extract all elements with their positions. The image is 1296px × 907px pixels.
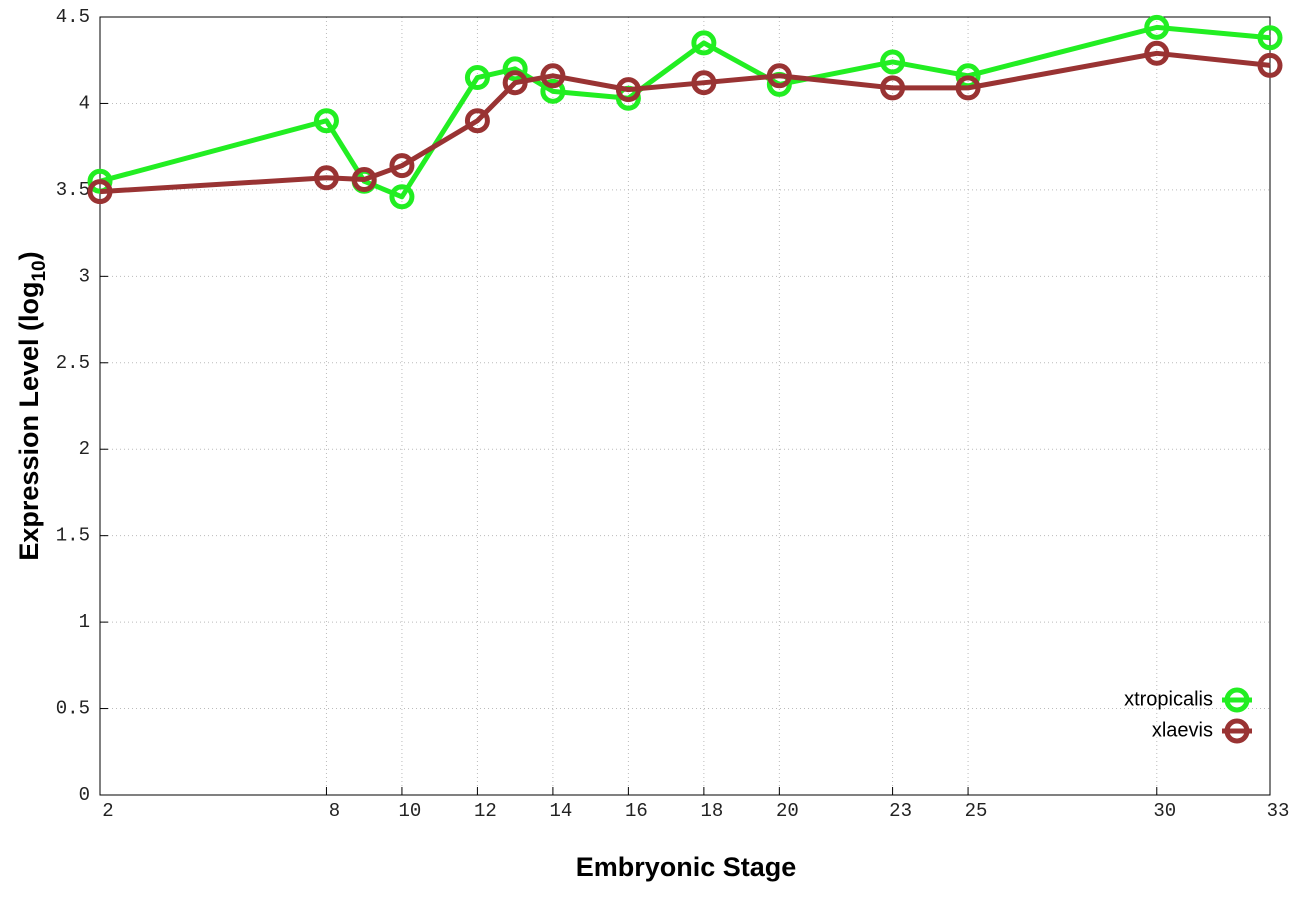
point	[691, 70, 717, 96]
point	[502, 70, 528, 96]
x-tick-label: 20	[776, 800, 799, 822]
y-tick-label: 3	[79, 265, 90, 287]
y-tick-label: 4.5	[56, 6, 90, 28]
y-tick-label: 3.5	[56, 179, 90, 201]
y-tick-label: 2	[79, 438, 90, 460]
y-tick-label: 1	[79, 611, 90, 633]
x-axis-title: Embryonic Stage	[576, 852, 797, 882]
series-line	[99, 24, 1271, 200]
y-tick-label: 2.5	[56, 352, 90, 374]
x-tick-label: 10	[399, 800, 422, 822]
point	[955, 75, 981, 101]
point	[87, 179, 113, 205]
y-axis-title: Expression Level (log10)	[14, 251, 50, 560]
point	[1257, 25, 1283, 51]
point	[313, 108, 339, 134]
x-tick-label: 33	[1267, 800, 1290, 822]
point	[389, 153, 415, 179]
x-tick-label: 8	[329, 800, 340, 822]
point	[880, 75, 906, 101]
x-tick-label: 23	[889, 800, 912, 822]
point	[540, 63, 566, 89]
x-tick-label: 16	[625, 800, 648, 822]
x-tick-label: 30	[1153, 800, 1176, 822]
point	[880, 49, 906, 75]
point	[389, 184, 415, 210]
point	[540, 78, 566, 104]
plot-frame	[99, 16, 1271, 796]
legend-label: xtropicalis	[1124, 688, 1213, 710]
x-tick-label: 2	[102, 800, 113, 822]
legend-label: xlaevis	[1152, 719, 1213, 741]
y-axis-title-sub: 10	[29, 260, 50, 281]
point	[615, 77, 641, 103]
y-tick-label: 4	[79, 92, 90, 114]
legend-marker	[1224, 687, 1250, 713]
x-tick-label: 18	[700, 800, 723, 822]
x-tick-label: 14	[549, 800, 572, 822]
point	[464, 65, 490, 91]
series-line	[99, 50, 1271, 195]
point	[464, 108, 490, 134]
point	[313, 165, 339, 191]
point	[1257, 52, 1283, 78]
legend-marker	[1224, 718, 1250, 744]
point	[351, 167, 377, 193]
point	[502, 56, 528, 82]
x-tick-label: 12	[474, 800, 497, 822]
y-axis-title-main: Expression Level (log	[14, 282, 44, 561]
y-axis-title-close: )	[14, 251, 44, 260]
y-tick-label: 0.5	[56, 698, 90, 720]
point	[691, 30, 717, 56]
point	[1144, 14, 1170, 40]
point	[1144, 40, 1170, 66]
y-tick-label: 0	[79, 784, 90, 806]
x-tick-label: 25	[965, 800, 988, 822]
y-tick-label: 1.5	[56, 525, 90, 547]
point	[766, 63, 792, 89]
